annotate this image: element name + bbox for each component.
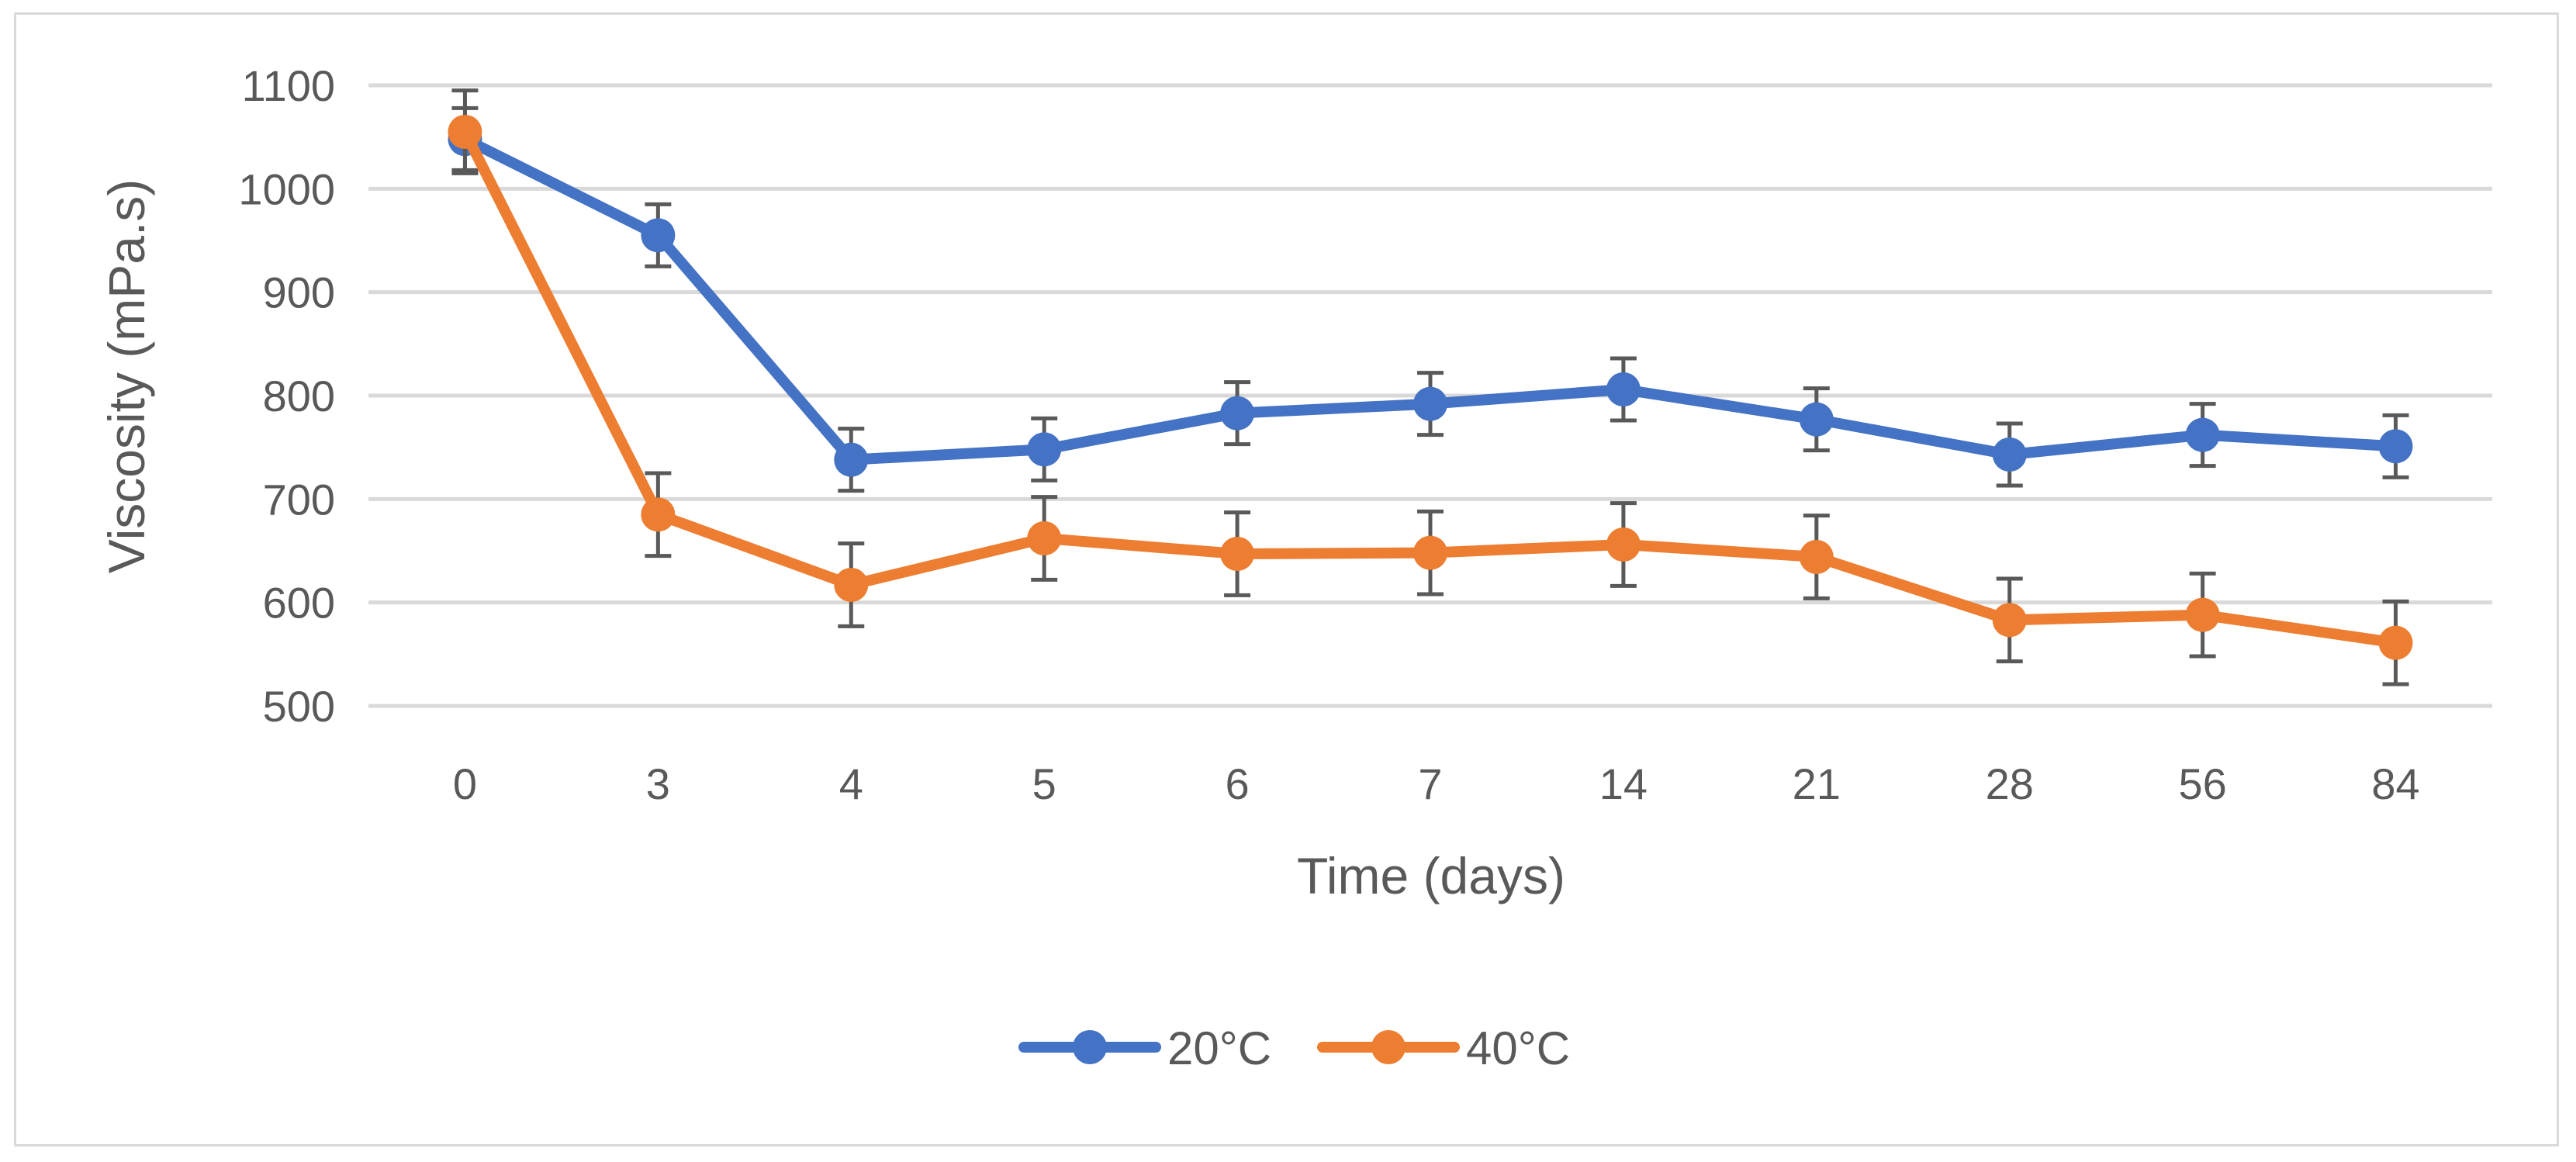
point-40c-day-5 [1027,521,1062,555]
point-40c-day-3 [641,497,676,532]
legend: 20°C 40°C [1018,1022,1570,1074]
y-axis-title: Viscosity (mPa.s) [98,179,155,574]
point-40c-day-6 [1220,537,1255,571]
y-tick-label-500: 500 [263,682,335,731]
legend-label-40c: 40°C [1466,1022,1570,1074]
x-tick-label-6: 6 [1226,759,1250,808]
point-40c-day-84 [2378,625,2413,660]
x-tick-label-4: 4 [839,759,863,808]
gridlines [368,83,2492,708]
y-axis-ticks: 500 600 700 800 900 1000 1100 [238,61,335,731]
point-40c-day-4 [834,568,869,602]
point-20c-day-5 [1027,432,1062,467]
point-20c-day-28 [1992,437,2027,472]
point-20c-day-21 [1799,402,1834,437]
point-20c-day-14 [1606,372,1641,406]
y-tick-label-800: 800 [263,372,335,420]
legend-label-20c: 20°C [1167,1022,1271,1074]
y-tick-label-1000: 1000 [238,164,335,213]
legend-marker-40c [1371,1030,1406,1064]
x-tick-label-5: 5 [1032,759,1056,808]
y-tick-label-700: 700 [263,475,335,524]
series-20c [448,105,2413,493]
x-tick-label-56: 56 [2178,759,2226,808]
legend-marker-20c [1073,1030,1107,1064]
point-40c-day-0 [448,115,482,149]
chart-frame [14,12,2559,1146]
point-40c-day-56 [2185,597,2220,632]
point-40c-day-7 [1413,535,1447,570]
y-tick-label-900: 900 [263,268,335,317]
point-20c-day-56 [2185,417,2220,452]
x-axis-title: Time (days) [1297,847,1565,904]
series-40c [448,88,2413,686]
point-40c-day-14 [1606,527,1641,562]
x-tick-label-28: 28 [1986,759,2034,808]
x-tick-label-84: 84 [2371,759,2419,808]
legend-item-20c: 20°C [1018,1022,1271,1074]
x-tick-label-3: 3 [646,759,670,808]
x-axis-ticks: 0 3 4 5 6 7 14 21 28 56 84 [453,759,2420,808]
y-tick-label-600: 600 [263,579,335,628]
y-tick-label-1100: 1100 [242,61,335,110]
x-tick-label-0: 0 [453,759,477,808]
point-40c-day-28 [1992,603,2027,638]
point-20c-day-84 [2378,429,2413,464]
point-20c-day-3 [641,218,676,253]
point-20c-day-7 [1413,386,1447,421]
series [448,88,2413,686]
point-40c-day-21 [1799,540,1834,574]
point-20c-day-4 [834,442,869,477]
x-tick-label-7: 7 [1418,759,1442,808]
point-20c-day-6 [1220,396,1255,431]
x-tick-label-14: 14 [1599,759,1648,808]
legend-item-40c: 40°C [1317,1022,1570,1074]
x-tick-label-21: 21 [1793,759,1841,808]
